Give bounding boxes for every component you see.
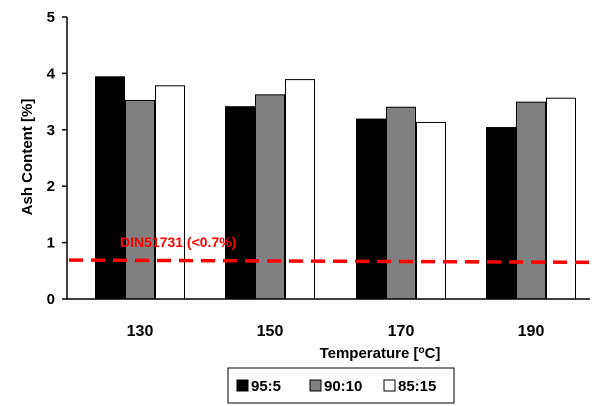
y-tick-label: 0 (47, 291, 55, 308)
y-axis-label: Ash Content [%] (19, 99, 36, 216)
bar-95-5-190 (486, 127, 516, 300)
bar-90-10-130 (125, 99, 155, 300)
y-tick-label: 5 (47, 9, 55, 26)
legend-box (227, 367, 455, 404)
bar-85-15-170 (416, 121, 446, 300)
reference-line-label: DIN51731 (<0.7%) (120, 234, 236, 250)
legend-label: 85:15 (398, 378, 436, 395)
y-tick-label: 1 (47, 235, 55, 252)
bar-95-5-130 (95, 76, 125, 300)
x-axis-label: Temperature [oC] (320, 345, 441, 362)
legend: 95:5 90:10 85:15 (227, 367, 455, 404)
x-axis-ticks: 130 150 170 190 (127, 323, 545, 340)
bar-90-10-170 (386, 106, 416, 300)
bar-90-10-150 (255, 94, 285, 300)
axes (66, 17, 590, 300)
bar-85-15-190 (546, 97, 576, 300)
y-tick-label: 4 (47, 65, 56, 82)
y-tick-label: 2 (47, 178, 55, 195)
y-axis-ticks: 0 1 2 3 4 5 (47, 9, 67, 308)
x-tick-label: 150 (257, 323, 284, 340)
legend-label: 95:5 (251, 378, 281, 395)
x-tick-label: 190 (518, 323, 545, 340)
x-tick-label: 130 (127, 323, 154, 340)
x-axis-label-unit: C] (425, 345, 441, 362)
x-tick-label: 170 (388, 323, 415, 340)
bar-85-15-150 (285, 79, 315, 300)
bar-85-15-130 (155, 85, 185, 300)
x-axis-label-text: Temperature [ (320, 345, 419, 362)
bar-95-5-150 (225, 106, 255, 300)
legend-swatch (309, 379, 322, 392)
legend-label: 90:10 (324, 378, 362, 395)
legend-swatch (236, 379, 249, 392)
bar-90-10-190 (516, 101, 546, 300)
reference-line-group: DIN51731 (<0.7%) (68, 234, 591, 265)
legend-swatch (383, 379, 396, 392)
x-axis-label-superscript: o (418, 345, 424, 356)
reference-line (68, 258, 591, 265)
y-axis-label-group: Ash Content [%] (19, 99, 36, 216)
y-tick-label: 3 (47, 122, 55, 139)
bars (95, 76, 576, 300)
bar-95-5-170 (356, 118, 386, 300)
